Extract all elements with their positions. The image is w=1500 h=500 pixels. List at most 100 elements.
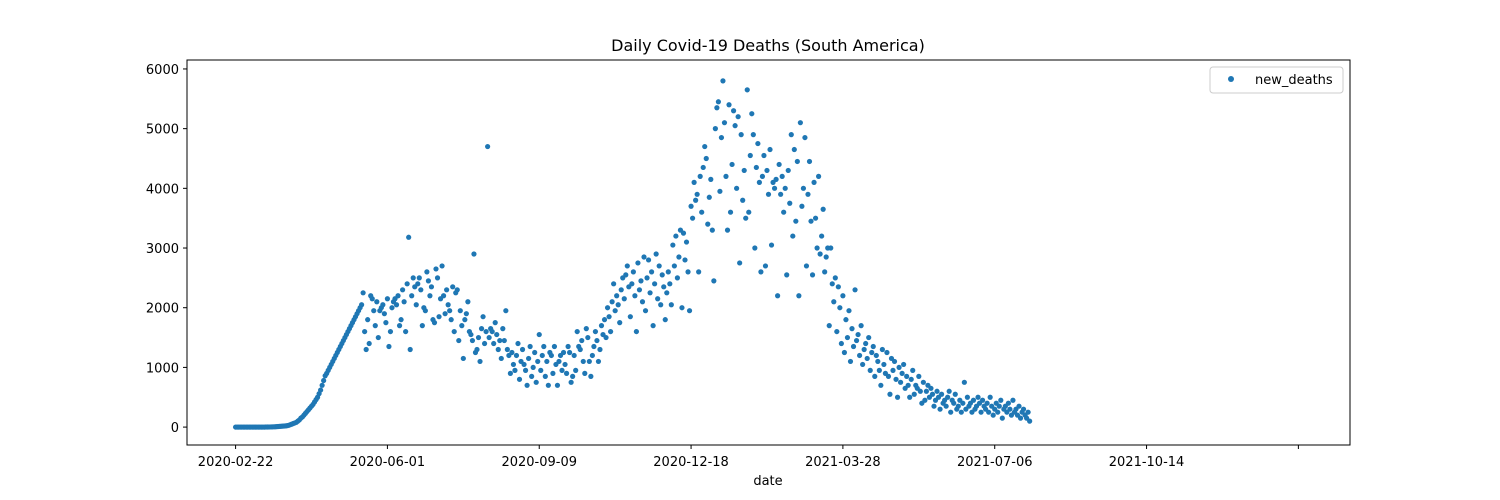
data-point [727, 209, 734, 215]
data-point [389, 305, 395, 311]
data-point [648, 269, 655, 275]
data-point [485, 143, 491, 150]
data-point [816, 173, 822, 179]
data-point [1017, 415, 1024, 421]
data-point [964, 394, 970, 400]
data-point [838, 340, 844, 347]
data-point [896, 364, 902, 371]
data-point [819, 233, 825, 239]
data-point [594, 337, 600, 344]
data-point [431, 320, 438, 326]
data-point [500, 326, 506, 332]
data-point [876, 367, 882, 373]
data-point [756, 179, 762, 185]
data-point [526, 355, 532, 362]
data-point [812, 215, 819, 221]
data-point [606, 314, 612, 320]
data-point [758, 269, 764, 275]
data-point [767, 146, 773, 153]
data-point [614, 293, 620, 299]
data-point [743, 215, 749, 221]
data-point [737, 260, 743, 266]
data-point [567, 349, 573, 356]
data-point [673, 233, 679, 239]
data-point [536, 331, 542, 338]
data-point [442, 311, 448, 317]
data-point [799, 203, 805, 209]
data-point [746, 209, 752, 215]
data-point [778, 191, 784, 197]
x-tick-label: 2021-10-14 [1109, 455, 1185, 470]
data-point [571, 352, 577, 359]
data-point [809, 272, 816, 278]
data-point [527, 343, 533, 350]
data-point [822, 269, 828, 275]
data-point [891, 358, 898, 365]
data-point [869, 349, 875, 356]
data-point [573, 367, 579, 373]
data-point [381, 311, 387, 317]
data-point [568, 379, 574, 385]
data-point [691, 179, 697, 185]
data-point [519, 346, 526, 353]
data-point [454, 287, 460, 293]
data-point [781, 209, 787, 215]
data-point [730, 108, 737, 114]
data-point [1010, 397, 1016, 403]
data-point [647, 290, 653, 296]
data-point [907, 394, 913, 400]
data-point [532, 349, 538, 356]
data-point [709, 227, 715, 233]
data-point [644, 275, 650, 281]
data-point [717, 188, 723, 194]
data-point [823, 254, 829, 260]
data-point [658, 302, 664, 308]
data-point [383, 320, 389, 326]
data-point [840, 293, 846, 299]
data-point [489, 328, 495, 335]
data-point [856, 352, 863, 359]
legend-label: new_deaths [1255, 73, 1333, 88]
data-point [996, 403, 1002, 409]
data-point [700, 164, 706, 171]
data-point [415, 281, 421, 287]
data-point [800, 185, 807, 191]
data-point [366, 340, 372, 347]
legend-box [1209, 66, 1344, 94]
data-point [864, 355, 870, 362]
data-point [762, 263, 769, 269]
data-point [806, 158, 813, 165]
data-point [474, 346, 480, 353]
data-point [990, 412, 996, 418]
data-point [545, 382, 551, 388]
data-point [618, 287, 624, 293]
data-point [583, 326, 589, 332]
data-point [475, 334, 482, 341]
data-point [735, 114, 741, 120]
data-point [524, 382, 530, 388]
data-point [447, 308, 453, 314]
data-point [462, 317, 468, 323]
data-point [621, 296, 627, 302]
data-point [497, 337, 503, 344]
data-point [922, 397, 928, 403]
data-point [562, 361, 568, 368]
data-point [970, 397, 977, 403]
data-point [738, 132, 744, 138]
data-point [318, 387, 324, 393]
scatter-points [232, 78, 1033, 430]
data-point [702, 143, 708, 150]
plot-frame [186, 59, 1351, 446]
data-point [814, 245, 820, 251]
data-point [741, 167, 747, 174]
y-tick-label: 0 [171, 421, 179, 436]
data-point [712, 126, 718, 132]
data-point [638, 278, 644, 284]
data-point [668, 302, 674, 308]
data-point [961, 379, 967, 385]
data-point [1007, 406, 1013, 412]
data-point [771, 185, 778, 191]
data-point [849, 326, 855, 332]
data-point [607, 328, 614, 335]
